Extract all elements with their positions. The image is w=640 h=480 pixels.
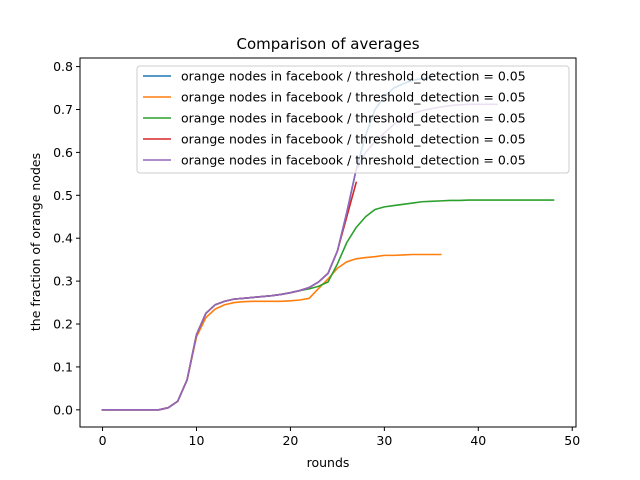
y-tick-label: 0.2 <box>53 317 73 332</box>
y-tick-label: 0.0 <box>53 402 73 417</box>
y-tick-label: 0.8 <box>53 59 73 74</box>
legend-box <box>136 65 570 174</box>
y-tick-label: 0.1 <box>53 359 73 374</box>
y-axis-label: the fraction of orange nodes <box>28 153 43 331</box>
chart-title: Comparison of averages <box>236 35 419 53</box>
y-axis: 0.0 0.1 0.2 0.3 0.4 0.5 0.6 0.7 0.8 <box>53 59 80 417</box>
x-tick-label: 10 <box>189 433 205 448</box>
y-tick-label: 0.3 <box>53 274 73 289</box>
y-tick-label: 0.4 <box>53 231 73 246</box>
x-tick-label: 20 <box>282 433 298 448</box>
x-tick-label: 30 <box>376 433 392 448</box>
y-tick-label: 0.6 <box>53 145 73 160</box>
legend-label-2: orange nodes in facebook / threshold_det… <box>181 90 526 105</box>
legend-entries: orange nodes in facebook / threshold_det… <box>143 69 526 168</box>
x-tick-label: 0 <box>99 433 107 448</box>
legend: orange nodes in facebook / threshold_det… <box>136 65 570 174</box>
x-axis-label: rounds <box>307 455 350 470</box>
legend-label-3: orange nodes in facebook / threshold_det… <box>181 111 526 126</box>
legend-label-5: orange nodes in facebook / threshold_det… <box>181 153 526 168</box>
x-tick-label: 50 <box>564 433 580 448</box>
plot-frame <box>79 57 577 428</box>
x-axis: 0 10 20 30 40 50 <box>99 427 580 448</box>
legend-label-1: orange nodes in facebook / threshold_det… <box>181 69 526 84</box>
y-tick-label: 0.7 <box>53 102 73 117</box>
legend-label-4: orange nodes in facebook / threshold_det… <box>181 132 526 147</box>
y-tick-label: 0.5 <box>53 188 73 203</box>
x-tick-label: 40 <box>470 433 486 448</box>
